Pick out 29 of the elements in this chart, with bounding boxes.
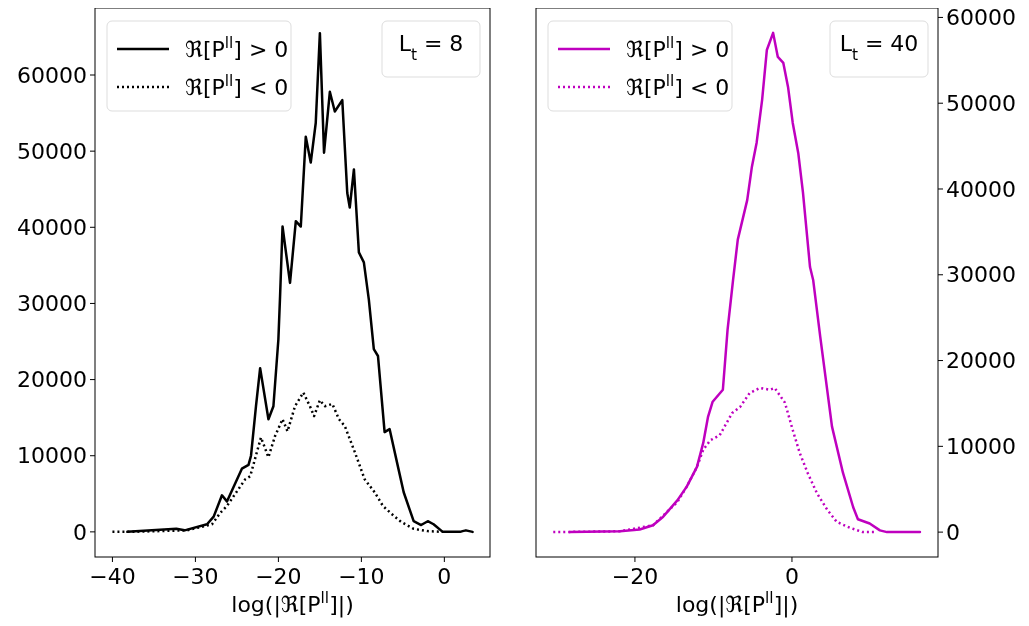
x-tick-label: −40 bbox=[89, 564, 136, 589]
annotation: L$_{t}$ = 8 bbox=[398, 31, 464, 64]
x-tick-label: 0 bbox=[437, 564, 452, 589]
y-tick-label: 30000 bbox=[17, 291, 87, 317]
y-tick-label: 10000 bbox=[946, 434, 1016, 460]
x-tick-label: −30 bbox=[172, 564, 219, 589]
y-tick-label: 30000 bbox=[946, 262, 1016, 288]
y-tick-label: 60000 bbox=[17, 62, 87, 88]
legend-label: ℜ[P$^{ll}$] < 0 bbox=[185, 71, 289, 100]
annotation: L$_{t}$ = 40 bbox=[839, 31, 919, 64]
y-tick-label: 20000 bbox=[17, 367, 87, 393]
y-tick-label: 40000 bbox=[17, 215, 87, 240]
legend-label: ℜ[P$^{ll}$] < 0 bbox=[626, 71, 730, 100]
x-tick-label: −10 bbox=[338, 564, 385, 589]
x-tick-label: 0 bbox=[784, 564, 799, 589]
x-axis-title: log(|ℜ[P$^{ll}$]|) bbox=[675, 589, 799, 618]
y-tick-label: 60000 bbox=[946, 5, 1016, 31]
x-tick-label: −20 bbox=[255, 564, 302, 589]
y-tick-label: 10000 bbox=[17, 443, 87, 469]
y-tick-label: 50000 bbox=[946, 90, 1016, 116]
y-tick-label: 20000 bbox=[946, 348, 1016, 374]
legend-label: ℜ[P$^{ll}$] > 0 bbox=[626, 33, 730, 62]
legend-label: ℜ[P$^{ll}$] > 0 bbox=[185, 33, 289, 62]
y-tick-label: 50000 bbox=[17, 138, 87, 164]
y-tick-label: 40000 bbox=[946, 176, 1016, 202]
y-tick-label: 0 bbox=[73, 519, 87, 545]
x-axis-title: log(|ℜ[P$^{ll}$]|) bbox=[231, 589, 354, 618]
x-tick-label: −20 bbox=[611, 564, 659, 589]
y-tick-label: 0 bbox=[946, 519, 960, 545]
